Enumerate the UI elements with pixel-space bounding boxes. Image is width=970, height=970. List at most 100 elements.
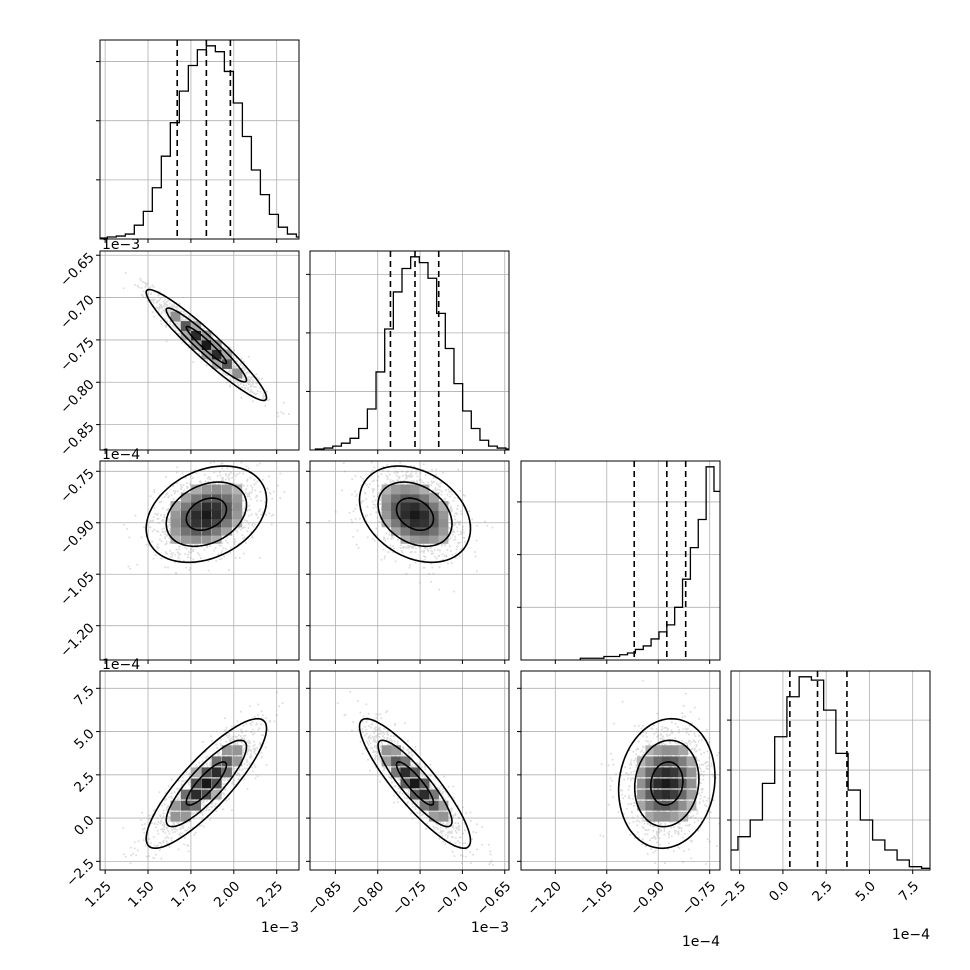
sample-point	[160, 305, 162, 308]
sample-point	[152, 315, 155, 318]
sample-point	[440, 544, 443, 547]
sample-point	[416, 475, 419, 478]
sample-point	[246, 480, 249, 482]
y-tick-label: −0.70	[57, 292, 98, 333]
sample-point	[225, 472, 228, 475]
sample-point	[461, 528, 464, 531]
density-cell	[211, 359, 222, 369]
sample-point	[231, 768, 234, 771]
sample-point	[159, 303, 162, 306]
sample-point	[162, 828, 165, 830]
sample-point	[241, 737, 243, 740]
sample-point	[266, 399, 269, 402]
x-tick-label: 1.25	[82, 878, 115, 911]
sample-point	[213, 805, 216, 808]
sample-point	[232, 355, 235, 357]
sample-point	[165, 808, 168, 811]
sample-point	[180, 487, 183, 490]
sample-point	[236, 382, 239, 385]
sample-point	[402, 546, 405, 549]
sample-point	[404, 473, 407, 476]
sample-point	[155, 513, 158, 516]
density-cell	[232, 492, 243, 503]
y-tick-label: −1.20	[57, 620, 98, 661]
sample-point	[438, 566, 441, 569]
sample-point	[427, 549, 430, 552]
sample-point	[192, 318, 195, 321]
sample-point	[451, 493, 453, 496]
sample-point	[227, 736, 230, 739]
sample-point	[249, 380, 251, 383]
sample-point	[152, 557, 155, 560]
sample-point	[155, 853, 157, 856]
sample-point	[253, 385, 256, 388]
sample-point	[167, 308, 170, 311]
sample-point	[430, 552, 433, 555]
sample-point	[438, 485, 441, 488]
sample-point	[253, 483, 256, 486]
density-cell	[419, 492, 430, 503]
axes-frame	[730, 670, 931, 871]
density-cell	[201, 501, 212, 511]
sample-point	[432, 572, 435, 575]
sample-point	[229, 346, 232, 349]
sample-point	[449, 506, 452, 509]
sample-point	[162, 518, 164, 521]
sample-point	[187, 556, 189, 559]
sample-point	[377, 485, 380, 487]
sample-point	[167, 517, 170, 520]
sample-point	[454, 521, 457, 524]
sample-point	[228, 370, 230, 372]
sample-point	[448, 490, 451, 493]
sample-point	[164, 318, 167, 320]
sample-point	[168, 312, 171, 315]
sample-point	[379, 489, 382, 492]
sample-point	[181, 318, 184, 321]
sample-point	[256, 390, 259, 392]
sample-point	[241, 534, 244, 537]
sample-point	[166, 492, 169, 495]
sample-point	[161, 305, 164, 308]
sample-point	[412, 546, 415, 549]
sample-point	[249, 509, 252, 512]
sample-point	[249, 722, 252, 725]
sample-point	[375, 511, 378, 514]
sample-point	[209, 461, 212, 464]
sample-point	[172, 304, 175, 307]
sample-point	[247, 522, 250, 525]
sample-point	[144, 844, 147, 847]
sample-point	[245, 465, 248, 468]
sample-point	[404, 546, 407, 549]
sample-point	[453, 531, 456, 534]
sample-point	[328, 519, 331, 522]
sample-point	[221, 808, 224, 811]
sample-point	[203, 548, 206, 551]
sample-point	[405, 572, 408, 575]
sample-point	[242, 366, 245, 369]
sample-point	[162, 812, 165, 815]
sample-point	[188, 569, 191, 572]
sample-point	[434, 555, 437, 558]
sample-point	[450, 562, 453, 565]
sample-point	[243, 519, 246, 522]
sample-point	[216, 752, 219, 755]
sample-point	[253, 751, 256, 754]
contour-line	[165, 307, 248, 383]
sample-point	[236, 473, 239, 476]
sample-point	[463, 536, 466, 539]
y-tick-label: 5.0	[71, 726, 98, 753]
sample-point	[171, 324, 174, 327]
sample-point	[247, 493, 250, 496]
sample-point	[435, 489, 437, 492]
sample-point	[429, 547, 432, 549]
sample-point	[393, 471, 396, 474]
sample-point	[127, 565, 130, 568]
density-cell	[170, 501, 181, 511]
sample-point	[151, 311, 154, 314]
sample-point	[439, 485, 442, 488]
sample-point	[430, 546, 433, 549]
sample-point	[137, 840, 140, 843]
sample-point	[440, 493, 443, 496]
sample-point	[140, 293, 143, 296]
sample-point	[459, 520, 462, 523]
